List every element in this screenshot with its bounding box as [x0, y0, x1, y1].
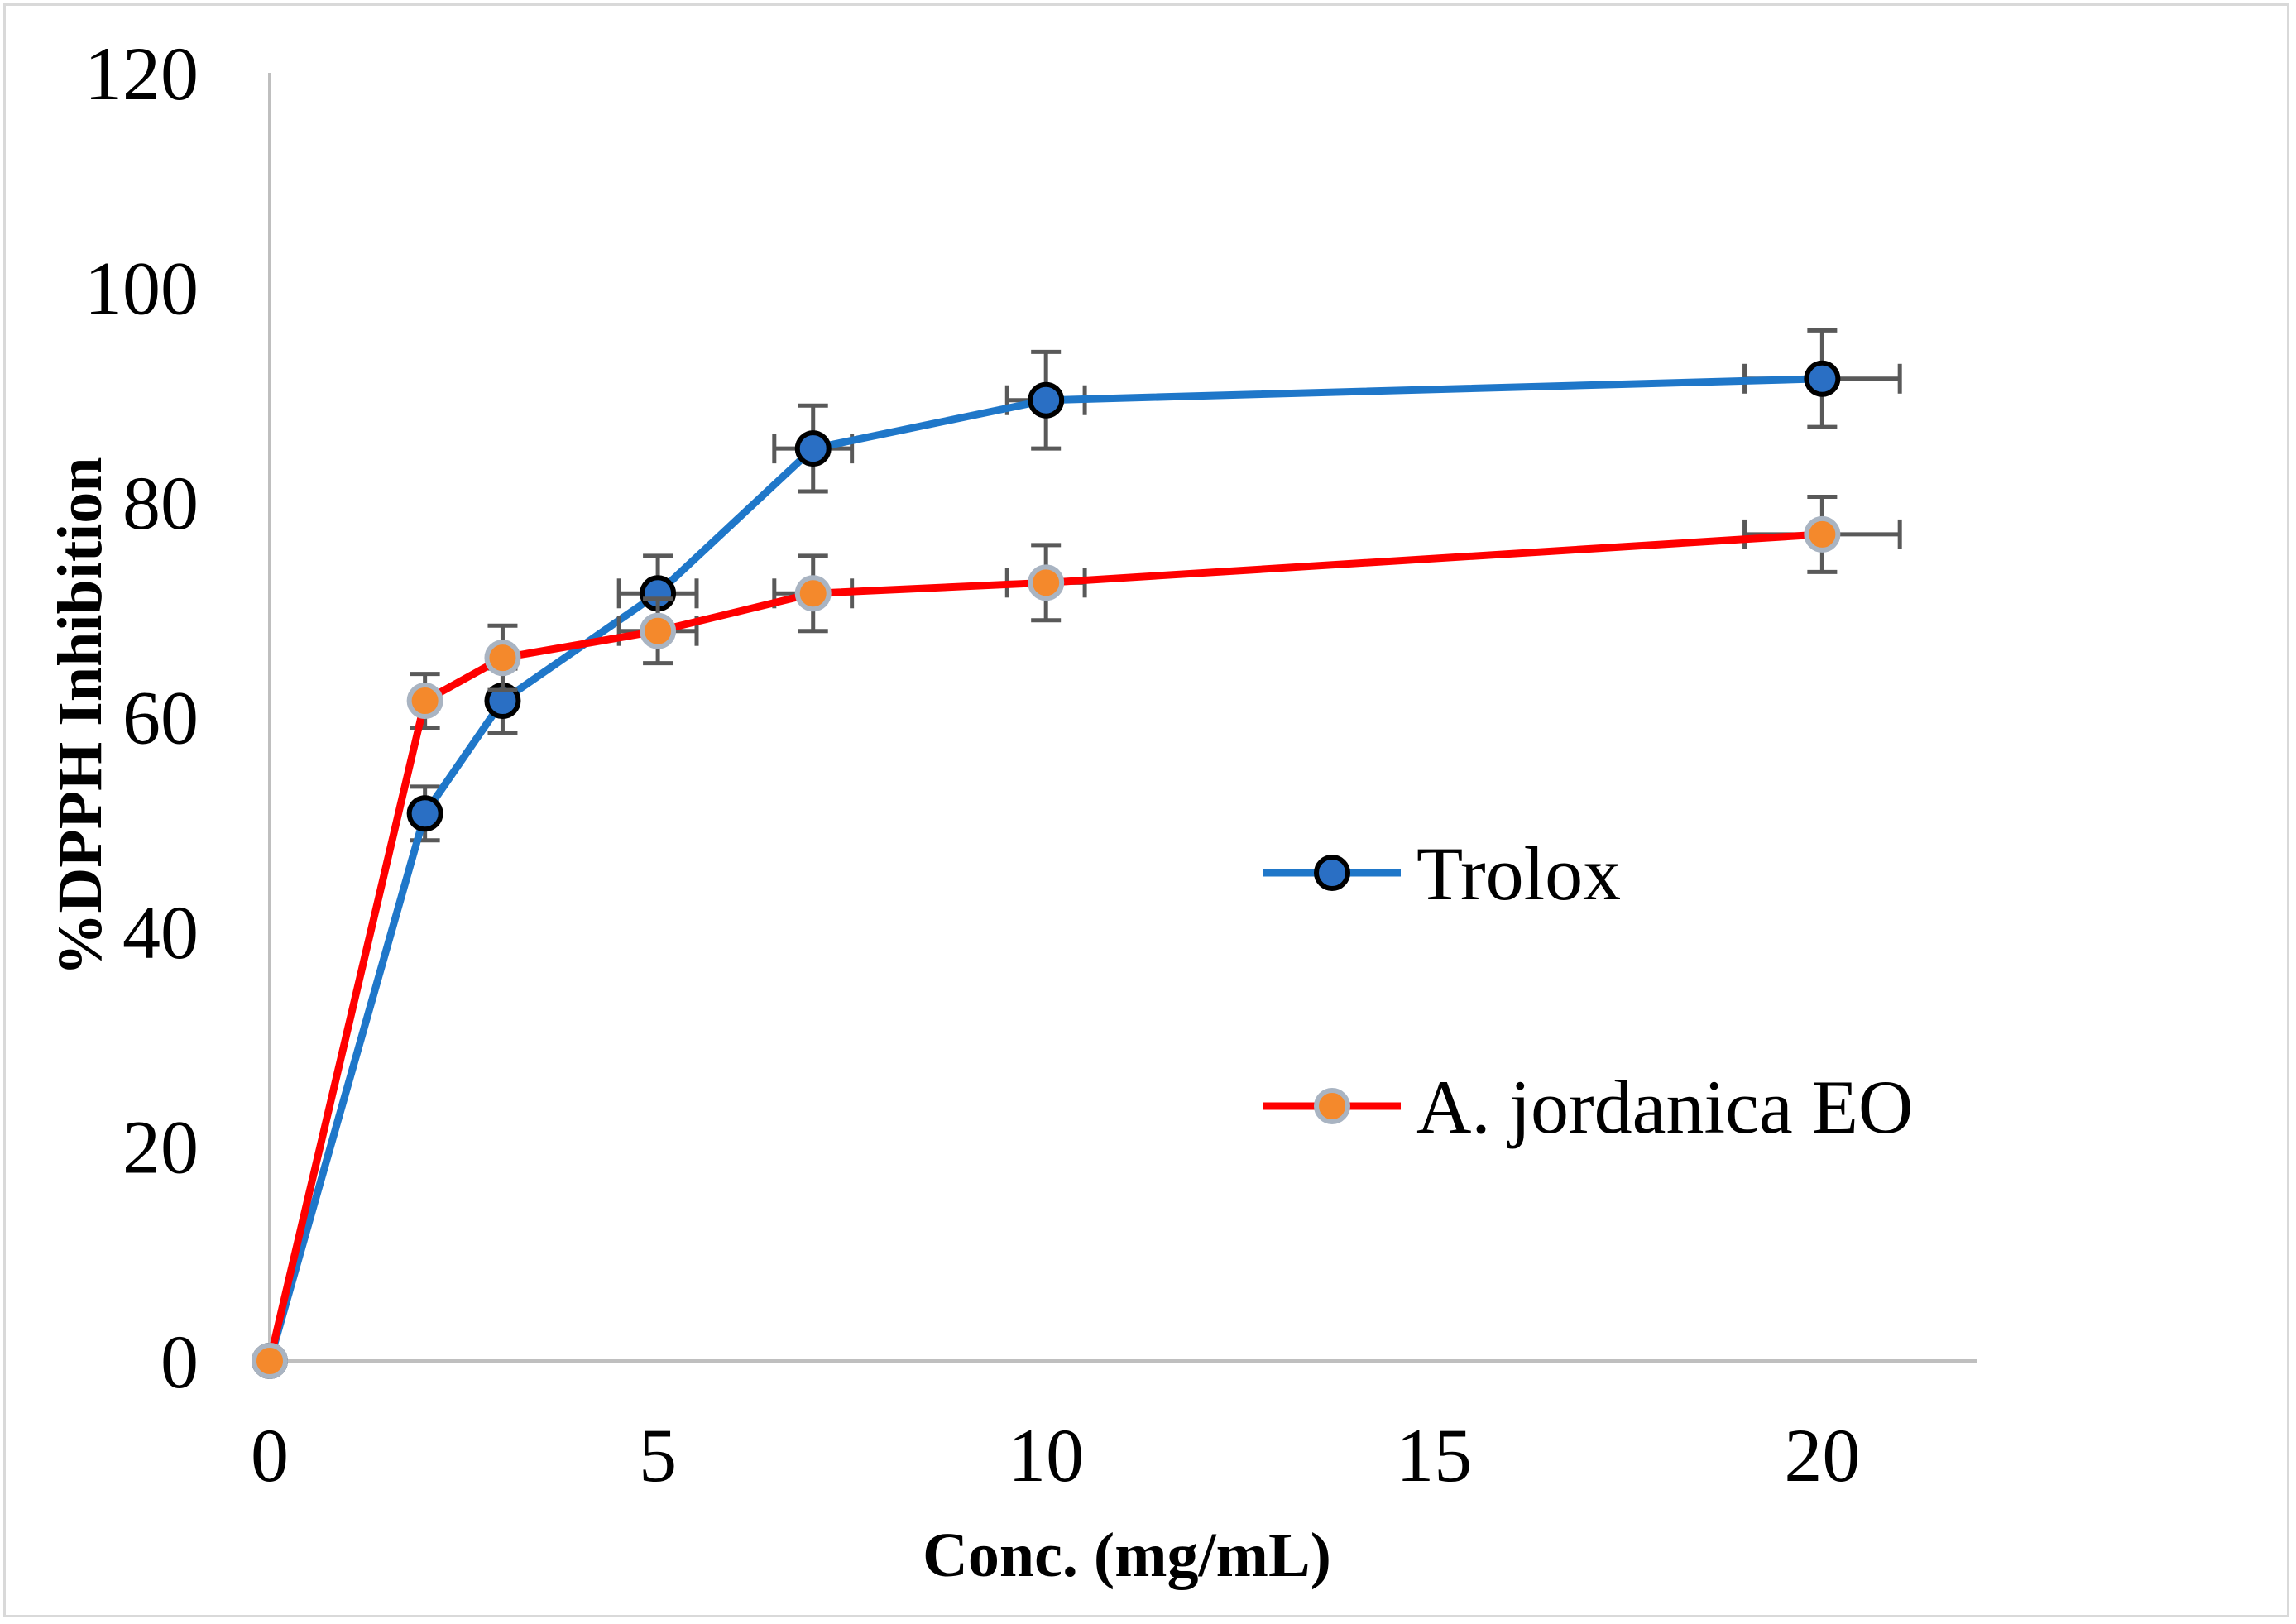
- y-tick-label: 0: [161, 1320, 199, 1404]
- series-layer: [252, 328, 1902, 1379]
- chart-frame: [3, 3, 2289, 1617]
- x-tick-label: 10: [1008, 1413, 1084, 1497]
- x-tick-label: 0: [251, 1413, 289, 1497]
- y-tick-label: 120: [84, 31, 199, 116]
- y-tick-label: 20: [122, 1105, 199, 1190]
- x-axis-title: Conc. (mg/mL): [923, 1521, 1331, 1590]
- y-tick-label: 60: [122, 676, 199, 760]
- legend-marker: [1314, 855, 1350, 891]
- data-point: [640, 612, 677, 649]
- data-point: [1804, 360, 1841, 397]
- data-point: [252, 1343, 288, 1379]
- y-tick-label: 40: [122, 890, 199, 975]
- data-point: [406, 683, 443, 720]
- series-trolox: [252, 328, 1902, 1379]
- legend-marker: [1314, 1088, 1350, 1124]
- axes: [268, 73, 1977, 1363]
- y-axis-title: %DPPH Inhibition: [46, 457, 115, 975]
- legend-label: Trolox: [1416, 831, 1621, 916]
- data-point: [1028, 564, 1065, 601]
- legend-item: Trolox: [1263, 831, 1621, 916]
- legend-label: A. jordanica EO: [1416, 1065, 1913, 1149]
- tick-labels: 0 5 10 15 20 0 20 40 60 80 100 120: [84, 31, 1860, 1497]
- x-tick-label: 20: [1784, 1413, 1860, 1497]
- legend: Trolox A. jordanica EO: [1263, 831, 1913, 1149]
- series-a-jordanica-eo: [252, 495, 1902, 1379]
- data-point: [1028, 381, 1065, 419]
- y-tick-label: 80: [122, 461, 199, 545]
- data-point: [406, 795, 443, 832]
- data-point: [794, 575, 832, 612]
- data-point: [484, 640, 521, 677]
- x-tick-label: 15: [1396, 1413, 1472, 1497]
- data-point: [1804, 515, 1841, 553]
- legend-item: A. jordanica EO: [1263, 1065, 1913, 1149]
- y-tick-label: 100: [84, 247, 199, 331]
- x-tick-label: 5: [639, 1413, 677, 1497]
- data-point: [794, 430, 832, 467]
